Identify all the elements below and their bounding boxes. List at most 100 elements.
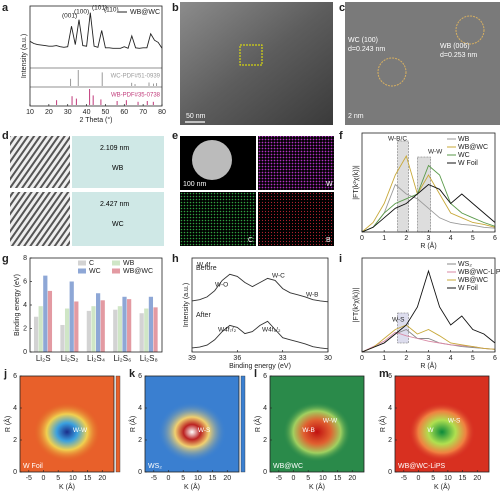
wavelet-label: WS₂	[148, 463, 162, 470]
legend-swatch	[78, 260, 86, 266]
panel-text: d=0.253 nm	[440, 52, 477, 59]
x-tick-label: 10	[26, 109, 34, 116]
x-tick-label: 20	[98, 475, 106, 482]
x-axis-label: K (Å)	[184, 482, 200, 491]
eds-image	[180, 192, 256, 246]
x-tick-label: -5	[276, 475, 282, 482]
x-tick-label: -5	[26, 475, 32, 482]
legend-swatch	[112, 260, 120, 266]
legend-label: WB@WC	[130, 9, 160, 16]
x-tick-label: 15	[459, 475, 467, 482]
panel-text: C	[248, 237, 253, 244]
bar	[91, 306, 96, 352]
panel-letter: c	[339, 2, 345, 14]
bar	[122, 296, 127, 352]
hrtem-image	[345, 2, 500, 125]
plot-frame	[394, 375, 490, 473]
x-tick-label: 30	[64, 109, 72, 116]
panel-letter: h	[172, 253, 179, 265]
colorbar	[240, 375, 246, 473]
plot-frame	[269, 375, 365, 473]
y-axis-label: R (Å)	[378, 416, 387, 432]
data-line	[361, 154, 496, 233]
x-axis-label: R (Å)	[420, 361, 436, 370]
wavelet-label: W Foil	[23, 463, 43, 470]
x-tick-label: 15	[84, 475, 92, 482]
x-tick-label: 0	[417, 475, 421, 482]
annotation: W-B	[306, 292, 319, 299]
annotation: W-B	[302, 427, 315, 434]
x-tick-label: 5	[306, 475, 310, 482]
annotation: (110)	[104, 7, 119, 14]
legend-label: WB@WC	[123, 268, 153, 275]
y-axis-label: R (Å)	[128, 416, 137, 432]
y-axis-label: |FT(k²χ(k))|	[353, 165, 360, 200]
x-tick-label: 39	[188, 355, 196, 362]
annotation: W4f₇/₂	[218, 327, 237, 334]
annotation: W4f₅/₂	[262, 327, 281, 334]
annotation: W-B/C	[388, 136, 407, 143]
reference-label: WB-PDF#35-0738	[111, 93, 161, 99]
y-tick-label: 2	[13, 437, 17, 444]
x-tick-label: 10	[444, 475, 452, 482]
x-tick-label: 1	[382, 235, 386, 242]
annotation: W-C	[272, 273, 285, 280]
x-tick-label: 20	[45, 109, 53, 116]
bar	[100, 300, 105, 352]
bar	[117, 306, 122, 352]
y-tick-label: 6	[13, 373, 17, 380]
panel-letter: f	[339, 130, 343, 142]
panel-letter: k	[129, 368, 136, 380]
x-tick-label: 5	[471, 355, 475, 362]
bar	[86, 310, 91, 352]
bar	[96, 293, 101, 352]
panel-text: 2.109 nm	[100, 145, 129, 152]
y-tick-label: 0	[263, 469, 267, 476]
data-line	[361, 183, 496, 233]
x-tick-label: 4	[449, 355, 453, 362]
y-tick-label: 4	[388, 405, 392, 412]
series-label: Before	[196, 265, 217, 272]
data-line	[29, 12, 163, 49]
y-tick-label: 2	[388, 437, 392, 444]
y-tick-label: 2	[263, 437, 267, 444]
y-tick-label: 4	[23, 302, 27, 309]
bar	[139, 313, 144, 352]
x-tick-label: 6	[493, 355, 497, 362]
panel-letter: g	[2, 253, 9, 265]
x-tick-label: 10	[319, 475, 327, 482]
fringe-image	[10, 192, 70, 246]
y-tick-label: 0	[13, 469, 17, 476]
annotation: (101)	[92, 5, 107, 12]
panel-text: W	[326, 181, 333, 188]
y-axis-label: |FT(k²χ(k))|	[353, 288, 360, 323]
legend-label: WB	[458, 136, 470, 143]
x-tick-label: 20	[348, 475, 356, 482]
x-tick-label: -5	[401, 475, 407, 482]
y-tick-label: 6	[263, 373, 267, 380]
legend-label: WS₂	[458, 261, 472, 268]
annotation: W-W	[73, 427, 88, 434]
x-tick-label: Li₂S	[36, 354, 51, 363]
y-tick-label: 6	[388, 373, 392, 380]
y-tick-label: 8	[23, 255, 27, 262]
bar	[74, 301, 79, 352]
bar	[148, 296, 154, 352]
panel-text: 2.427 nm	[100, 201, 129, 208]
x-tick-label: 5	[181, 475, 185, 482]
x-tick-label: 0	[292, 475, 296, 482]
legend-label: C	[89, 260, 94, 267]
wavelet-label: WB@WC	[273, 463, 303, 470]
y-tick-label: 0	[138, 469, 142, 476]
bar	[47, 290, 53, 352]
plot-frame	[29, 5, 163, 107]
panel-letter: l	[254, 368, 257, 380]
legend-label: W Foil	[458, 160, 478, 167]
data-line	[361, 269, 496, 353]
x-tick-label: Li₂S₄	[87, 354, 105, 363]
x-tick-label: Li₂S₂	[61, 354, 79, 363]
y-axis-label: R (Å)	[253, 416, 262, 432]
legend-label: WB@WC	[458, 144, 488, 151]
panel-text: 100 nm	[183, 181, 207, 188]
wavelet-spot	[33, 402, 101, 462]
